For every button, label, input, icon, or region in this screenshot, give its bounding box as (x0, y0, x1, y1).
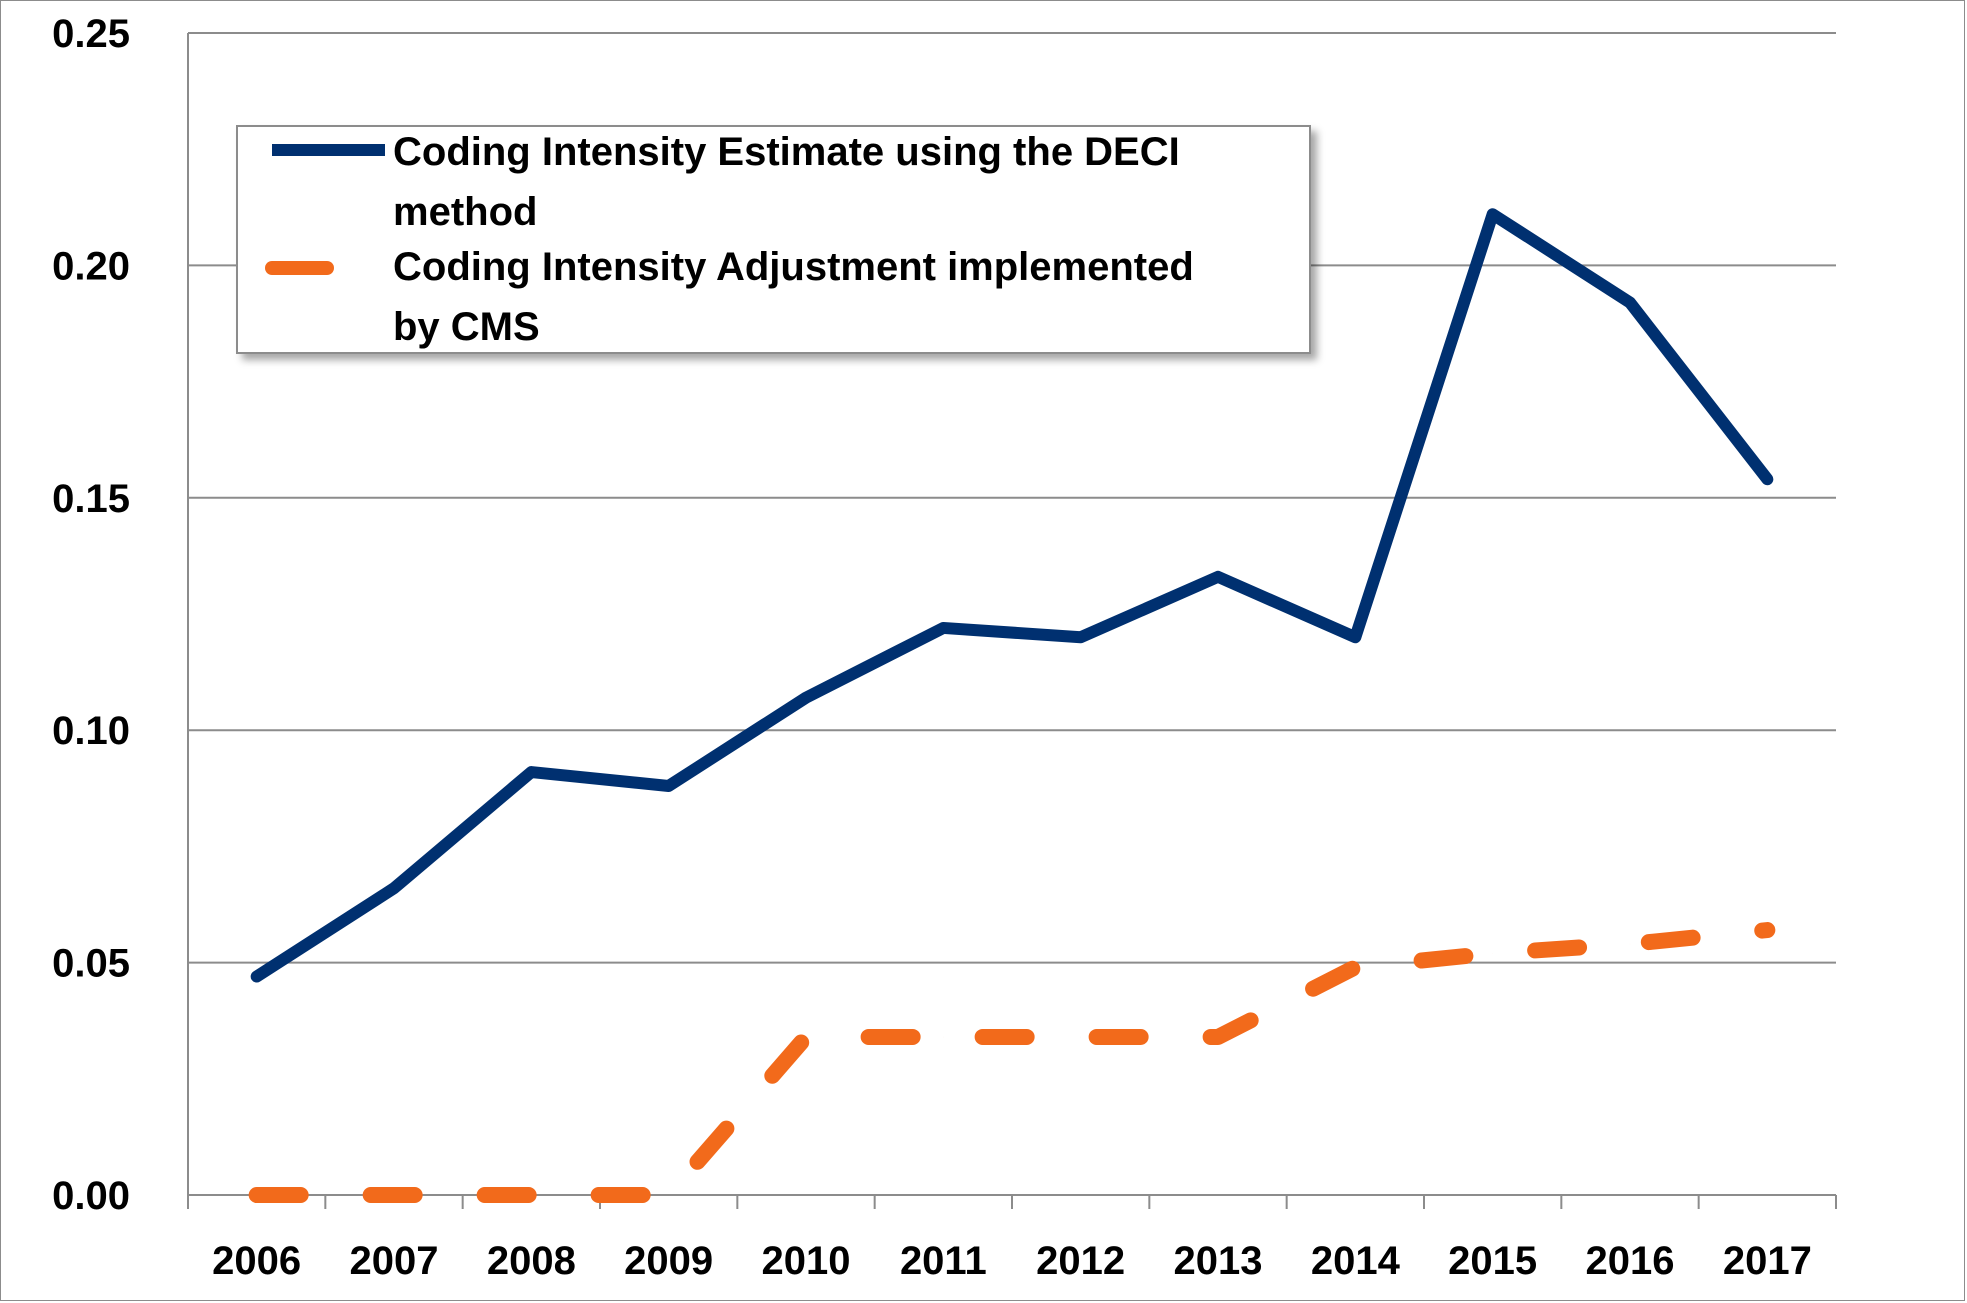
legend-label-cms-line-2: by CMS (393, 305, 540, 349)
legend-box (236, 125, 1311, 354)
series-line-1 (248, 922, 1776, 1203)
x-tick-label-2012: 2012 (1036, 1239, 1125, 1283)
x-tick-label-2006: 2006 (212, 1239, 301, 1283)
x-tick-label-2015: 2015 (1448, 1239, 1537, 1283)
x-tick-label-2017: 2017 (1723, 1239, 1812, 1283)
x-tick-label-2010: 2010 (762, 1239, 851, 1283)
legend-label-cms-line-1: Coding Intensity Adjustment implemented (393, 245, 1194, 289)
y-tick-label-0: 0.00 (52, 1174, 130, 1218)
y-tick-label-1: 0.05 (52, 942, 130, 986)
y-tick-label-3: 0.15 (52, 477, 130, 521)
y-tick-label-5: 0.25 (52, 12, 130, 56)
x-tick-label-2009: 2009 (624, 1239, 713, 1283)
y-axis-tick-labels: 0.00 0.05 0.10 0.15 0.20 0.25 (52, 12, 130, 1218)
x-tick-label-2016: 2016 (1586, 1239, 1675, 1283)
y-tick-label-4: 0.20 (52, 244, 130, 288)
x-tick-label-2013: 2013 (1174, 1239, 1263, 1283)
axes (187, 33, 1837, 1209)
series-line-0 (250, 208, 1774, 983)
x-tick-label-2011: 2011 (900, 1239, 987, 1283)
series-lines (248, 208, 1776, 1203)
legend-label-deci-line-1: Coding Intensity Estimate using the DECI (393, 130, 1180, 174)
x-tick-label-2007: 2007 (350, 1239, 439, 1283)
x-axis-tick-labels: 2006 2007 2008 2009 2010 2011 2012 2013 2014 2015… (212, 1239, 1812, 1283)
x-tick-label-2014: 2014 (1311, 1239, 1401, 1283)
y-tick-label-2: 0.10 (52, 709, 130, 753)
x-tick-label-2008: 2008 (487, 1239, 576, 1283)
legend-label-deci-line-2: method (393, 190, 537, 234)
legend: Coding Intensity Estimate using the DECI… (236, 125, 1311, 354)
